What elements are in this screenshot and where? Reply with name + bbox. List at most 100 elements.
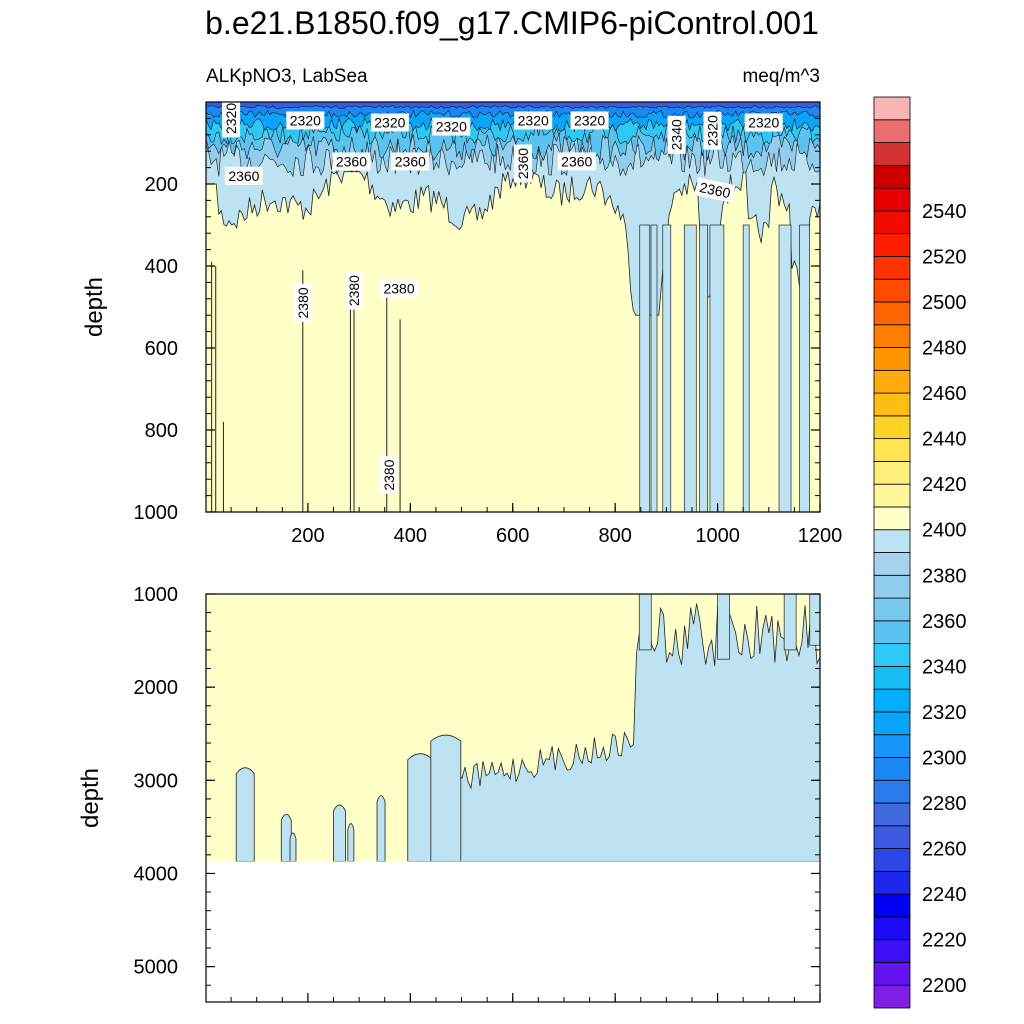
colorbar-label: 2240 xyxy=(922,884,967,906)
svg-text:2320: 2320 xyxy=(436,119,467,135)
colorbar-label: 2500 xyxy=(922,292,967,314)
top-x-tick-label: 600 xyxy=(496,525,529,547)
bottom-shallow-plume-2 xyxy=(783,594,797,651)
colorbar-label: 2400 xyxy=(922,520,967,542)
colorbar-box xyxy=(873,552,911,576)
top-deep-plume-4 xyxy=(699,224,709,512)
colorbar-box xyxy=(873,870,911,895)
contour-label-5: 2320 xyxy=(570,111,609,130)
top-deep-plume-0 xyxy=(639,224,651,512)
bottom-blue-column-7 xyxy=(347,823,355,862)
colorbar-box xyxy=(873,301,911,326)
svg-text:2320: 2320 xyxy=(574,112,605,128)
bottom-shallow-plume-1 xyxy=(717,594,730,660)
colorbar-box xyxy=(873,392,911,417)
top-x-tick-label: 400 xyxy=(394,525,427,547)
bottom-blue-column-4 xyxy=(333,804,346,862)
contour-label-4: 2320 xyxy=(514,111,553,130)
top-y-axis-label: depth xyxy=(81,277,108,337)
bottom-y-tick-label: 1000 xyxy=(134,584,179,606)
contour-label-18: 2380 xyxy=(379,456,398,495)
colorbar-box xyxy=(873,119,911,143)
svg-text:2320: 2320 xyxy=(748,115,779,131)
bottom-y-axis-label: depth xyxy=(77,768,104,828)
top-x-tick-label: 800 xyxy=(598,525,631,547)
colorbar-box xyxy=(873,483,911,508)
colorbar-box xyxy=(873,415,911,440)
units-label: meq/m^3 xyxy=(742,66,820,87)
colorbar-label: 2220 xyxy=(922,930,967,952)
bottom-blue-column-3 xyxy=(280,813,292,862)
top-x-tick-label: 200 xyxy=(291,525,324,547)
colorbar-box xyxy=(873,529,911,553)
svg-text:2360: 2360 xyxy=(395,153,426,169)
svg-text:2360: 2360 xyxy=(336,153,367,169)
bottom-y-tick-label: 2000 xyxy=(134,677,179,699)
top-y-tick-label: 1000 xyxy=(134,502,179,524)
top-y-tick-label: 600 xyxy=(145,338,178,360)
colorbar-box xyxy=(873,369,911,394)
colorbar-box xyxy=(873,916,911,941)
colorbar-box xyxy=(873,347,911,371)
contour-label-12: 2360 xyxy=(513,144,532,183)
colorbar-label: 2360 xyxy=(922,611,967,633)
svg-text:2380: 2380 xyxy=(346,275,362,306)
contour-label-2: 2320 xyxy=(370,113,409,132)
colorbar-box xyxy=(873,825,911,849)
top-deep-plume-5 xyxy=(709,224,725,512)
contour-label-17: 2380 xyxy=(380,279,419,298)
colorbar-box xyxy=(873,711,911,736)
colorbar-box xyxy=(873,233,911,257)
top-y-tick-label: 400 xyxy=(145,256,178,278)
top-x-tick-label: 1200 xyxy=(798,525,843,547)
colorbar-label: 2480 xyxy=(922,338,967,360)
contour-label-8: 2320 xyxy=(744,113,783,132)
colorbar-box xyxy=(873,779,911,804)
contour-label-3: 2320 xyxy=(432,117,471,136)
colorbar-label: 2520 xyxy=(922,246,967,268)
colorbar-box xyxy=(873,665,911,690)
bottom-ocean-floor-blank xyxy=(206,861,820,1002)
colorbar-box xyxy=(873,688,911,713)
chart-title: b.e21.B1850.f09_g17.CMIP6-piControl.001 xyxy=(205,5,819,41)
top-panel: 2320 2320 2320 2320 2320 2320 2340 2320 2320 2360… xyxy=(134,99,843,547)
colorbar-box xyxy=(873,597,911,622)
colorbar-label: 2440 xyxy=(922,429,967,451)
colorbar-box xyxy=(873,757,911,781)
colorbar-box xyxy=(873,142,911,166)
contour-label-10: 2360 xyxy=(332,152,371,171)
bottom-blue-column-2 xyxy=(235,767,255,862)
bottom-shallow-plume-3 xyxy=(809,594,820,646)
svg-text:2320: 2320 xyxy=(704,115,720,146)
colorbar-box xyxy=(873,802,911,827)
colorbar: 2200 2220 2240 2260 2280 2300 2320 2340 2360 2380… xyxy=(873,96,967,1009)
bottom-y-tick-label: 3000 xyxy=(134,770,179,792)
top-deep-plume-7 xyxy=(778,224,792,512)
bottom-y-tick-label: 5000 xyxy=(134,957,179,979)
colorbar-label: 2280 xyxy=(922,793,967,815)
contour-label-1: 2320 xyxy=(286,111,325,130)
bottom-blue-column-1 xyxy=(430,734,462,862)
svg-text:2380: 2380 xyxy=(383,281,414,297)
top-surface-band-5 xyxy=(206,102,820,109)
colorbar-label: 2340 xyxy=(922,656,967,678)
top-deep-plume-3 xyxy=(683,224,697,512)
svg-text:2360: 2360 xyxy=(561,153,592,169)
contour-label-13: 2360 xyxy=(557,152,596,171)
bottom-shallow-plume-0 xyxy=(638,594,652,651)
colorbar-box xyxy=(873,96,911,121)
svg-text:2340: 2340 xyxy=(669,119,685,150)
svg-text:2320: 2320 xyxy=(290,112,321,128)
colorbar-box xyxy=(873,734,911,758)
colorbar-box xyxy=(873,187,911,212)
colorbar-box xyxy=(873,278,911,303)
colorbar-label: 2380 xyxy=(922,565,967,587)
top-deep-plume-6 xyxy=(742,224,750,512)
svg-text:2380: 2380 xyxy=(381,459,397,490)
left-subtitle: ALKpNO3, LabSea xyxy=(206,66,368,87)
top-y-tick-label: 200 xyxy=(145,174,178,196)
bottom-y-tick-label: 4000 xyxy=(134,863,179,885)
colorbar-label: 2300 xyxy=(922,747,967,769)
colorbar-box xyxy=(873,460,911,485)
